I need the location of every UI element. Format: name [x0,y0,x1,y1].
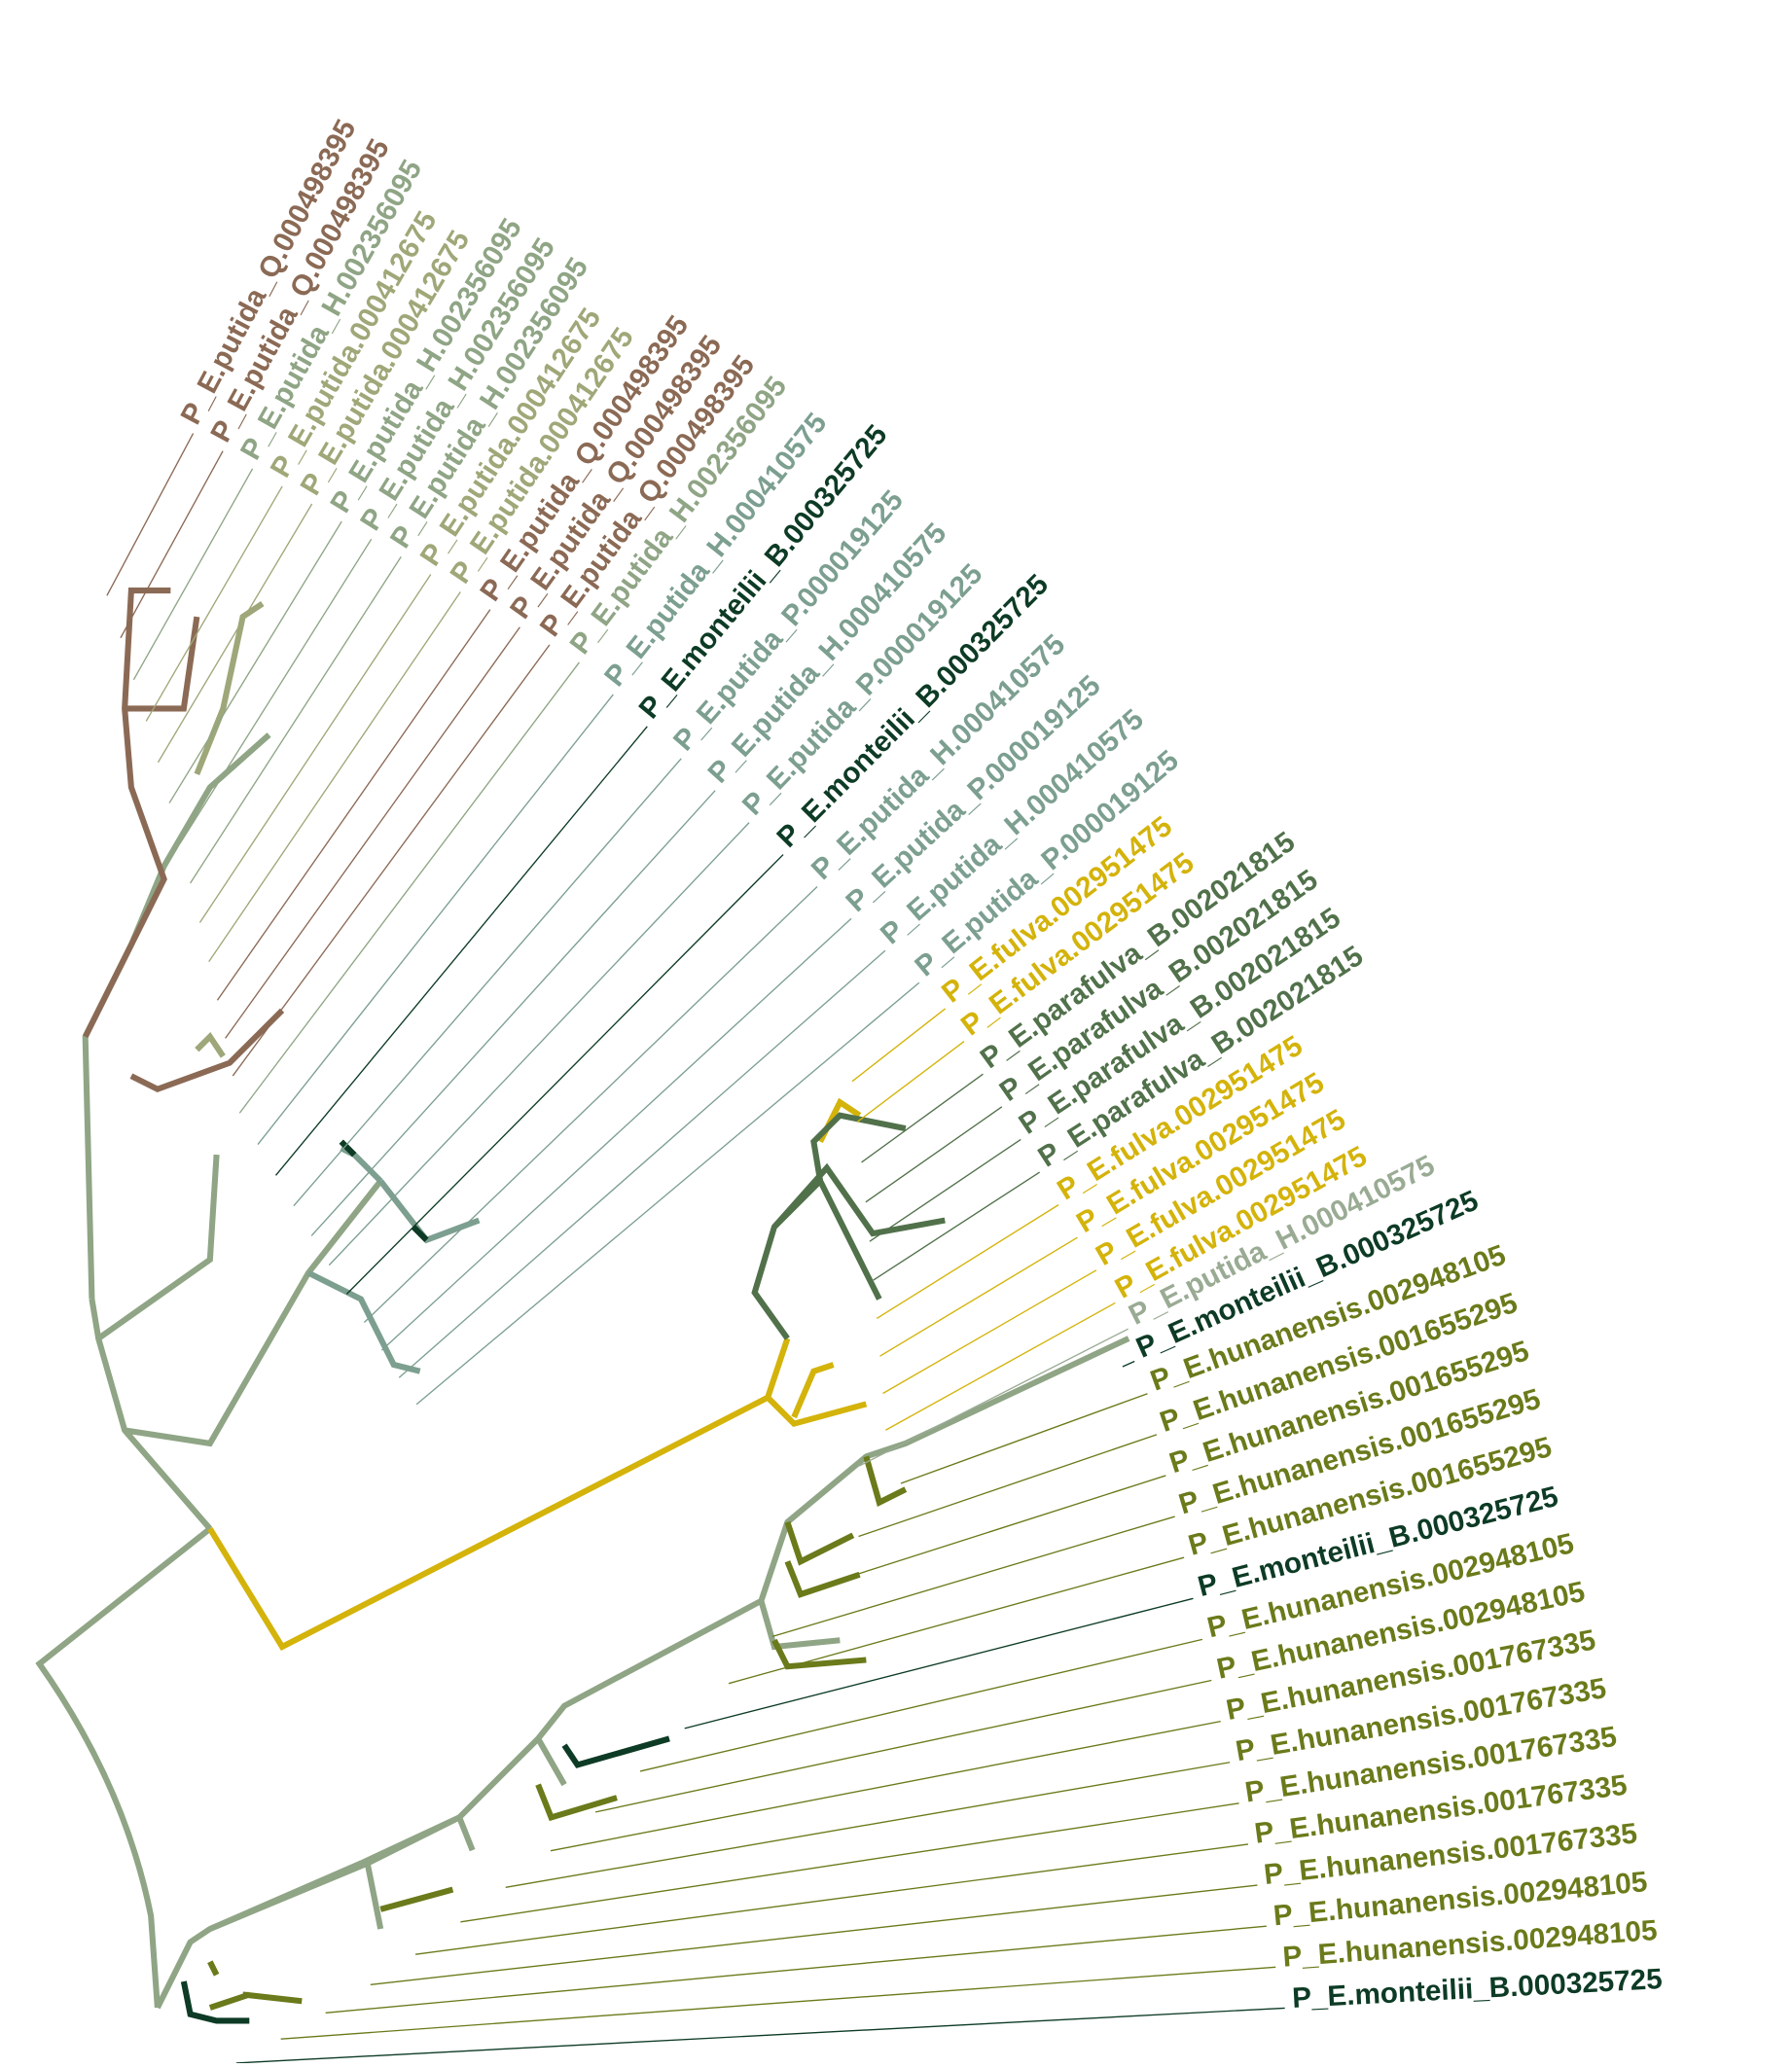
leaf-branch [280,1966,1276,2040]
leaf-branch [293,758,682,1207]
upper-backbone [89,1179,383,1531]
leaf-branch [684,1597,1194,1729]
leaf-branch [168,520,342,803]
leaf-branch [415,981,920,1406]
leaf-branch [879,1236,1078,1357]
leaf-branch [328,822,750,1266]
leaf-branch [639,1638,1203,1772]
leaf-branch [216,609,491,1001]
leaf-branch [865,1106,1003,1203]
leaf-branch [157,503,313,764]
leaf-branch [225,626,520,1039]
leaf-branch [363,885,818,1324]
leaf-branch [460,1802,1239,1923]
hunanensis-backbone [155,1336,1130,2010]
leaf-branch [208,591,461,963]
leaf-branch [189,555,402,884]
leaf-branch [257,694,614,1145]
tree-group: P_E.putida_Q.000498395P_E.putida_Q.00049… [35,115,1663,2064]
leaf-branch [132,468,254,681]
leaf-branch [274,726,648,1176]
leaf-branch [238,661,580,1114]
leaf-branch [106,433,195,596]
leaf-branch [345,854,784,1295]
parafulva-clade [751,1112,946,1340]
brown-clade [82,588,285,1092]
leaf-branch [414,1843,1249,1955]
leaf-branch [873,1171,1041,1281]
leaf-branch [815,1475,1166,1588]
leaf-branch [505,1762,1231,1888]
leaf-branch [380,917,852,1351]
khaki-clade [194,601,265,1058]
leaf-branch [728,1556,1185,1685]
leaf-branch [594,1679,1212,1813]
leaf-branch [198,574,432,923]
leaf-branch [120,450,224,639]
leaf-branch [235,2007,1285,2064]
leaf-branch [145,485,283,722]
leaf-label: P_E.monteilii_B.000325725 [1291,1963,1663,2015]
leaf-branch [869,1138,1021,1242]
leaf-branch [851,1008,947,1083]
leaf-branch [771,1515,1175,1638]
leaf-branch [370,1884,1258,1985]
leaf-branch [550,1720,1221,1852]
monteilii-tips [339,1139,429,1242]
putida-backbone [82,732,271,1341]
leaf-branch [310,790,716,1236]
hunanensis-tips [207,1455,908,2011]
monteilii-lower [180,1735,670,2024]
leaf-branch [900,1393,1148,1484]
root-branch [35,1526,212,2009]
leaf-branch [858,1328,1129,1467]
leaf-branch [876,1204,1059,1319]
fulva-clade [207,1097,868,1651]
leaf-branch [325,1925,1267,2015]
leaf-branch [858,1434,1158,1538]
leaf-branch [885,1301,1116,1431]
leaf-branch [1122,1360,1135,1368]
leaf-branch [882,1269,1097,1395]
leaf-branch [232,644,551,1077]
leaf-branch [861,1073,984,1163]
leaf-branch [179,538,373,844]
leaf-branch [398,949,886,1378]
leaf-branch [856,1041,965,1123]
